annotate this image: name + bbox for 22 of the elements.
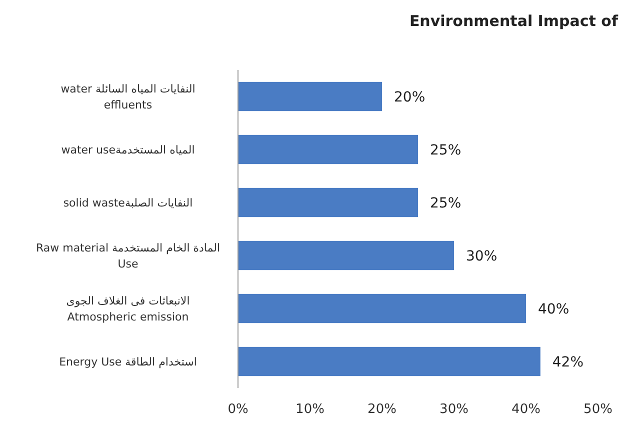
y-tick-label: solid wasteالنفايات الصلبة xyxy=(63,196,193,210)
chart-title: Environmental Impact of xyxy=(409,12,618,30)
x-tick-label: 0% xyxy=(228,402,248,417)
bar xyxy=(238,188,418,218)
data-label: 20% xyxy=(394,90,426,106)
data-label: 25% xyxy=(430,196,462,212)
bar xyxy=(238,294,526,324)
bar xyxy=(238,82,382,112)
x-tick-label: 10% xyxy=(296,402,324,417)
data-label: 40% xyxy=(538,302,570,318)
bar xyxy=(238,134,418,164)
y-tick-label: Energy Use استخدام الطاقة xyxy=(59,356,197,368)
x-tick-label: 20% xyxy=(368,402,396,417)
y-tick-label: water useالمياه المستخدمة xyxy=(61,144,195,156)
x-tick-label: 50% xyxy=(584,402,612,417)
x-tick-label: 40% xyxy=(512,402,540,417)
x-tick-label: 30% xyxy=(440,402,468,417)
data-label: 25% xyxy=(430,142,462,158)
bar xyxy=(238,240,454,270)
data-label: 30% xyxy=(466,248,498,264)
bar xyxy=(238,346,540,376)
data-label: 42% xyxy=(552,354,584,370)
